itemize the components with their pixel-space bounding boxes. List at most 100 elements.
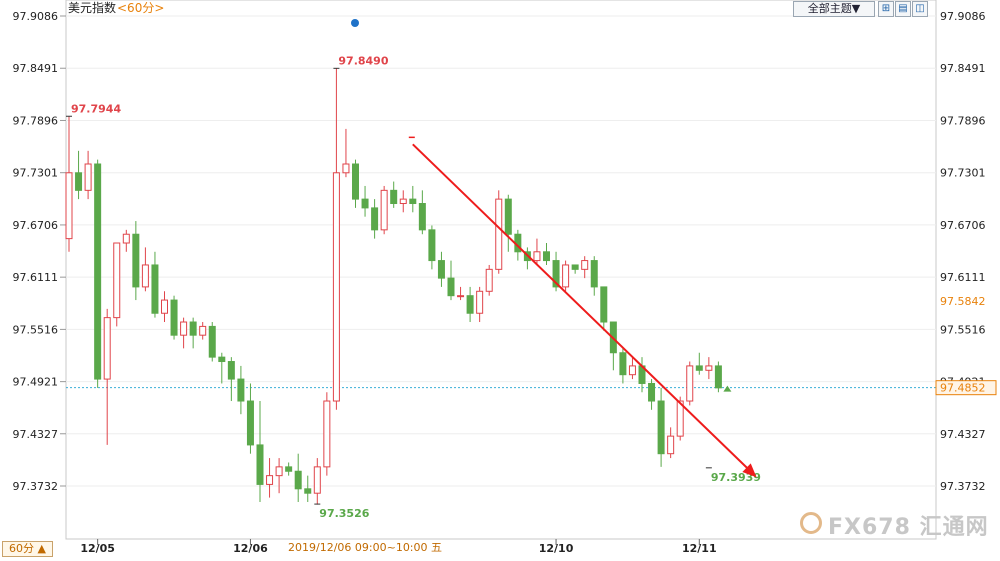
candle[interactable] — [418, 190, 426, 235]
candle-body-down — [246, 400, 254, 446]
candle[interactable] — [75, 150, 83, 200]
y-tick-label-left: 97.7896 — [13, 114, 59, 127]
candle[interactable] — [648, 379, 656, 410]
candle[interactable] — [600, 286, 608, 331]
candle-body-down — [294, 470, 302, 490]
candle[interactable] — [705, 357, 713, 380]
trend-arrow-line — [412, 143, 750, 471]
candle[interactable] — [371, 199, 379, 239]
y-tick-label-right: 97.9086 — [940, 10, 986, 23]
candle[interactable] — [84, 150, 92, 200]
candle[interactable] — [619, 348, 627, 384]
candle-body-up — [485, 268, 493, 292]
candle-body-up — [84, 163, 92, 191]
candle[interactable] — [399, 190, 407, 213]
period-tag: <60分> — [117, 1, 164, 15]
candle[interactable] — [562, 260, 570, 292]
candle[interactable] — [714, 361, 722, 393]
crosshair-icon[interactable]: ◫ — [912, 1, 928, 17]
candle[interactable] — [428, 225, 436, 270]
candle[interactable] — [409, 185, 417, 213]
candle[interactable] — [161, 291, 168, 323]
candle[interactable] — [476, 286, 484, 323]
candle[interactable] — [122, 229, 130, 252]
y-tick-label-right: 97.7301 — [940, 167, 986, 180]
candle-body-up — [581, 260, 589, 270]
candle[interactable] — [485, 264, 493, 296]
y-tick-label-right: 97.3732 — [940, 480, 986, 493]
candle-body-down — [447, 277, 455, 297]
candle[interactable] — [504, 194, 512, 252]
theme-select[interactable]: 全部主题▼ — [793, 1, 875, 17]
candle-body-down — [657, 400, 665, 455]
event-marker-dot[interactable] — [351, 19, 359, 27]
candle[interactable] — [218, 352, 226, 384]
candle[interactable] — [457, 286, 465, 301]
candle-body-down — [151, 264, 159, 314]
candle[interactable] — [189, 317, 197, 349]
candle[interactable] — [246, 383, 254, 454]
candle[interactable] — [342, 128, 350, 178]
candle[interactable] — [638, 357, 646, 393]
candle[interactable] — [695, 352, 703, 375]
y-tick-label-right: 97.4327 — [940, 428, 986, 441]
candle-body-up — [399, 198, 407, 205]
candle[interactable] — [581, 256, 589, 279]
candle[interactable] — [390, 181, 398, 208]
candle[interactable] — [332, 68, 340, 410]
candle[interactable] — [294, 453, 302, 502]
candle[interactable] — [113, 242, 121, 327]
candle-body-up — [562, 264, 570, 288]
candle[interactable] — [304, 475, 312, 502]
candle[interactable] — [466, 286, 474, 323]
candle[interactable] — [208, 322, 216, 362]
candle[interactable] — [237, 365, 245, 415]
candle[interactable] — [65, 116, 73, 252]
candle-body-down — [304, 488, 312, 494]
candle[interactable] — [437, 251, 445, 287]
candle[interactable] — [657, 387, 665, 467]
candle[interactable] — [686, 361, 694, 406]
grid-icon[interactable]: ⊞ — [878, 1, 894, 17]
candle-body-up — [686, 365, 694, 402]
candle[interactable] — [667, 427, 675, 459]
candle[interactable] — [266, 458, 274, 498]
y-tick-label-left: 97.5516 — [13, 323, 59, 336]
trend-arrow-head — [742, 463, 757, 478]
candle[interactable] — [628, 357, 636, 380]
candle[interactable] — [447, 260, 455, 301]
candle-body-down — [648, 382, 656, 402]
candle[interactable] — [609, 321, 617, 371]
candle-body-down — [552, 260, 560, 288]
candle[interactable] — [552, 251, 560, 292]
candle[interactable] — [132, 221, 140, 301]
candle[interactable] — [180, 317, 188, 349]
candle[interactable] — [285, 462, 293, 476]
chart-icon[interactable]: ▤ — [895, 1, 911, 17]
candle[interactable] — [170, 295, 178, 340]
candle[interactable] — [495, 190, 503, 274]
candle[interactable] — [141, 247, 149, 292]
candle[interactable] — [352, 159, 359, 208]
period-button[interactable]: 60分 ▲ — [2, 541, 53, 557]
candle[interactable] — [590, 256, 598, 296]
y-tick-label-left: 97.8491 — [13, 62, 59, 75]
candle-body-down — [218, 356, 226, 363]
candle[interactable] — [571, 264, 579, 274]
candle[interactable] — [533, 238, 541, 265]
candle[interactable] — [361, 185, 369, 217]
candle[interactable] — [94, 159, 102, 388]
candle[interactable] — [275, 458, 283, 494]
candle[interactable] — [543, 243, 550, 265]
candle[interactable] — [151, 251, 159, 318]
candle-body-up — [705, 365, 713, 371]
candle[interactable] — [227, 357, 235, 402]
candle[interactable] — [256, 401, 264, 502]
candle[interactable] — [103, 308, 111, 445]
candle[interactable] — [380, 185, 388, 235]
candle[interactable] — [199, 322, 207, 340]
candle-body-down — [390, 189, 398, 205]
candle[interactable] — [313, 458, 321, 505]
candle[interactable] — [323, 392, 331, 476]
